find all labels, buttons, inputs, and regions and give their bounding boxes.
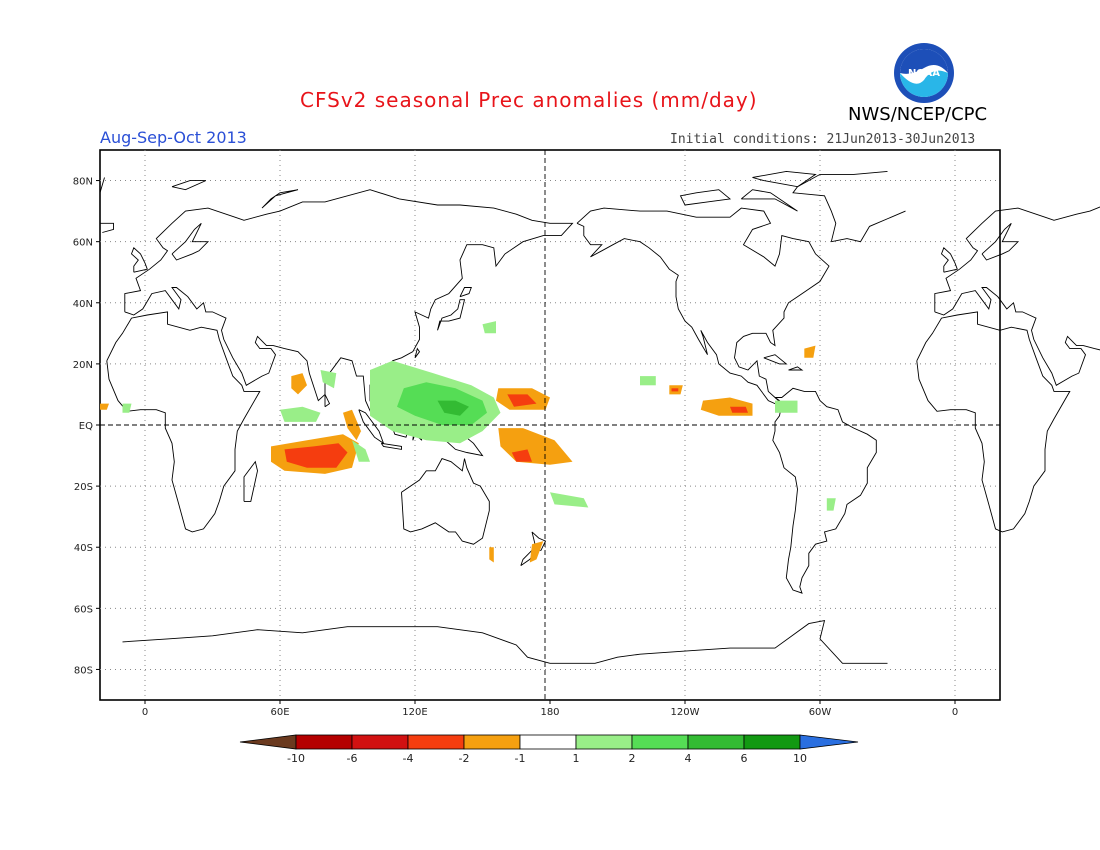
longitude-labels: 0 60E 120E 180 120W 60W 0 — [142, 700, 958, 718]
forecast-period: Aug-Sep-Oct 2013 — [100, 128, 247, 147]
coastline — [763, 354, 788, 365]
coastline — [459, 287, 472, 298]
lon-label: 0 — [142, 707, 148, 718]
anomaly-region — [489, 547, 494, 563]
anomaly-region — [482, 321, 496, 334]
colorbar-label: 10 — [793, 752, 807, 765]
lon-label: 120W — [671, 707, 700, 718]
colorbar-swatch — [631, 734, 689, 750]
precip-anomaly-fields — [100, 321, 836, 563]
colorbar-swatch — [743, 734, 801, 750]
anomaly-region — [826, 498, 836, 511]
lat-label: EQ — [79, 421, 93, 432]
colorbar-label: 6 — [741, 752, 748, 765]
lat-label: 60S — [74, 604, 93, 615]
lat-label: 80N — [73, 177, 93, 188]
coastline — [106, 311, 261, 533]
chart-title: CFSv2 seasonal Prec anomalies (mm/day) — [300, 88, 758, 112]
anomaly-region — [529, 541, 544, 563]
anomaly-region — [352, 440, 370, 462]
coastline — [130, 247, 148, 273]
agency-label: NWS/NCEP/CPC — [848, 104, 988, 125]
coastline-wrap — [916, 311, 1071, 533]
anomaly-region — [284, 443, 348, 468]
coastline — [788, 366, 804, 371]
coastline — [243, 460, 258, 502]
colorbar-label: 2 — [629, 752, 636, 765]
anomaly-region — [511, 449, 532, 462]
coastline-wrap — [981, 222, 1020, 261]
anomaly-region — [640, 376, 656, 386]
coastline — [380, 442, 402, 450]
coastline — [576, 207, 830, 405]
lon-label: 60E — [270, 707, 289, 718]
coastline — [414, 347, 421, 359]
colorbar-high-arrow — [799, 734, 859, 750]
anomaly-region — [804, 345, 816, 358]
colorbar-swatch — [463, 734, 521, 750]
anomaly-region — [550, 492, 589, 508]
lat-label: 80S — [74, 665, 93, 676]
colorbar: -10 -6 -4 -2 -1 1 2 4 6 10 — [239, 734, 859, 765]
coastline — [752, 170, 817, 188]
coastline-wrap — [934, 206, 1100, 386]
anomaly-region — [671, 388, 679, 392]
lat-label: 20S — [74, 482, 93, 493]
coastline — [122, 620, 888, 664]
colorbar-label: 1 — [573, 752, 580, 765]
lon-label: 180 — [540, 707, 559, 718]
anomaly-region — [775, 400, 798, 413]
coastline — [741, 189, 798, 212]
coastline — [261, 189, 299, 209]
colorbar-swatch — [295, 734, 353, 750]
colorbar-label: -10 — [287, 752, 305, 765]
coastline — [437, 299, 466, 331]
lat-label: 60N — [73, 238, 93, 249]
anomaly-region — [507, 394, 537, 407]
anomaly-region — [320, 370, 337, 389]
colorbar-label: 4 — [685, 752, 692, 765]
colorbar-label: -4 — [403, 752, 414, 765]
coastlines — [99, 170, 1100, 664]
coastline — [171, 222, 210, 261]
colorbar-swatch — [687, 734, 745, 750]
anomaly-region — [730, 406, 748, 413]
colorbar-swatch — [575, 734, 633, 750]
anomaly-region — [100, 403, 109, 410]
coastline — [679, 189, 732, 206]
coastline — [99, 170, 906, 243]
colorbar-swatch — [407, 734, 465, 750]
anomaly-region — [291, 373, 307, 395]
colorbar-low-arrow — [239, 734, 297, 750]
colorbar-label: -6 — [347, 752, 358, 765]
coastline-wrap — [940, 247, 958, 273]
colorbar-label: -1 — [515, 752, 526, 765]
lat-label: 40S — [74, 543, 93, 554]
lat-label: 40N — [73, 299, 93, 310]
coastline — [171, 180, 206, 191]
coastline — [401, 458, 490, 545]
colorbar-swatch — [351, 734, 409, 750]
latitude-labels: 80N 60N 40N 20N EQ 20S 40S 60S 80S — [73, 177, 100, 676]
colorbar-swatch — [519, 734, 577, 750]
initial-conditions: Initial conditions: 21Jun2013-30Jun2013 — [670, 132, 976, 147]
coastline — [772, 387, 877, 594]
colorbar-label: -2 — [459, 752, 470, 765]
noaa-logo-text: NOAA — [908, 68, 940, 79]
lat-label: 20N — [73, 360, 93, 371]
noaa-logo: NOAA — [894, 43, 954, 103]
anomaly-region — [437, 400, 469, 416]
anomaly-region — [122, 403, 132, 413]
lon-label: 60W — [809, 707, 832, 718]
anomaly-region — [280, 406, 321, 422]
lon-label: 0 — [952, 707, 958, 718]
coastline — [324, 394, 331, 408]
lon-label: 120E — [402, 707, 427, 718]
